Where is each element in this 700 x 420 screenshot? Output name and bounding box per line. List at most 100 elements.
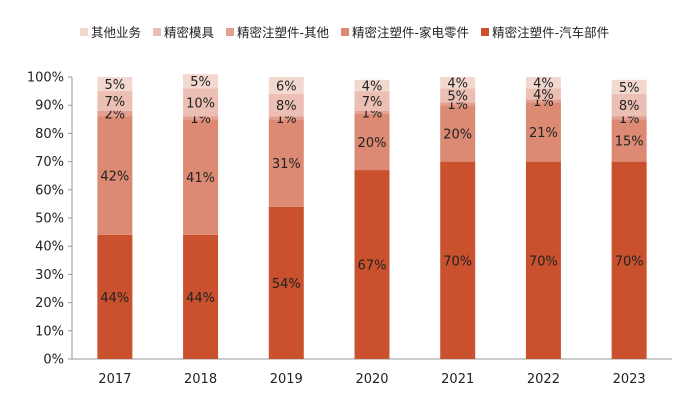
x-tick-label: 2020	[355, 372, 388, 387]
data-label: 10%	[186, 96, 215, 111]
bar-segment	[97, 91, 133, 111]
data-label: 67%	[358, 259, 387, 274]
legend-swatch	[481, 27, 490, 36]
data-label: 44%	[100, 291, 129, 306]
data-label: 31%	[272, 157, 301, 172]
data-label: 70%	[443, 254, 472, 269]
bar-segment	[440, 88, 476, 103]
bar-segment	[354, 79, 390, 92]
y-tick-label: 80%	[35, 127, 64, 142]
bar-segment	[268, 116, 304, 120]
data-label: 5%	[447, 89, 468, 104]
data-label: 20%	[443, 127, 472, 142]
bar-segment	[183, 116, 219, 120]
data-label: 8%	[276, 99, 297, 114]
legend-item-injection-other: 精密注塑件-其他	[226, 22, 329, 41]
legend-item-injection-appliance: 精密注塑件-家电零件	[341, 22, 469, 41]
x-tick-label: 2019	[270, 372, 303, 387]
y-tick-label: 70%	[35, 155, 64, 170]
data-label: 42%	[100, 170, 129, 185]
bar-segment	[268, 119, 304, 207]
x-tick-label: 2022	[527, 372, 560, 387]
data-label: 5%	[619, 81, 640, 96]
data-label: 7%	[362, 95, 383, 110]
legend-swatch	[80, 27, 88, 36]
legend-item-precision-mold: 精密模具	[153, 22, 214, 41]
data-label: 6%	[276, 79, 297, 94]
bar-segment	[440, 161, 476, 359]
y-tick-label: 90%	[35, 99, 64, 114]
y-tick-label: 100%	[27, 71, 64, 86]
bar-segment	[354, 110, 390, 114]
legend-label: 精密注塑件-家电零件	[352, 25, 470, 40]
y-tick-label: 30%	[35, 268, 64, 283]
data-label: 4%	[533, 88, 554, 103]
bar-segment	[183, 74, 219, 89]
bar-segment	[525, 161, 561, 359]
bar-segment	[354, 170, 390, 359]
y-tick-label: 20%	[35, 296, 64, 311]
data-label: 54%	[272, 277, 301, 292]
bar-segment	[183, 88, 219, 117]
data-label: 44%	[186, 291, 215, 306]
legend-item-injection-auto: 精密注塑件-汽车部件	[481, 22, 609, 41]
legend-swatch	[226, 27, 235, 36]
x-tick-label: 2021	[441, 372, 474, 387]
bar-segment	[183, 119, 219, 235]
data-label: 8%	[619, 99, 640, 114]
legend-swatch	[153, 27, 162, 36]
legend-label: 精密注塑件-汽车部件	[492, 25, 610, 40]
data-label: 4%	[447, 77, 468, 92]
bar-segment	[611, 79, 647, 94]
data-label: 70%	[615, 254, 644, 269]
bar-segment	[525, 102, 561, 162]
bar-segment	[611, 116, 647, 120]
data-label: 70%	[529, 254, 558, 269]
data-label: 2%	[105, 108, 126, 123]
data-label: 41%	[186, 171, 215, 186]
y-tick-label: 10%	[35, 324, 64, 339]
bar-segment	[611, 119, 647, 162]
data-label: 5%	[105, 78, 126, 93]
x-tick-label: 2023	[613, 372, 646, 387]
data-label: 4%	[533, 77, 554, 92]
legend-label: 其他业务	[91, 25, 142, 40]
bar-segment	[440, 102, 476, 106]
y-tick-label: 40%	[35, 240, 64, 255]
bar-segment	[611, 93, 647, 117]
bar-segment	[97, 110, 133, 117]
bar-segment	[354, 113, 390, 171]
x-tick-label: 2018	[184, 372, 217, 387]
bar-segment	[525, 77, 561, 89]
bar-segment	[268, 77, 304, 94]
bar-segment	[97, 116, 133, 235]
bar-segment	[268, 206, 304, 359]
x-tick-label: 2017	[98, 372, 131, 387]
y-tick-label: 60%	[35, 183, 64, 198]
bar-segment	[440, 77, 476, 89]
bar-segment	[525, 99, 561, 103]
y-tick-label: 0%	[43, 353, 64, 368]
data-label: 15%	[615, 134, 644, 149]
bar-segment	[611, 161, 647, 359]
bar-segment	[440, 105, 476, 162]
bar-segment	[525, 88, 561, 100]
legend-label: 精密模具	[164, 25, 215, 40]
legend-swatch	[341, 27, 350, 36]
legend-item-other-business: 其他业务	[80, 22, 141, 41]
data-label: 20%	[358, 136, 387, 151]
legend-label: 精密注塑件-其他	[237, 25, 330, 40]
bar-segment	[354, 91, 390, 111]
data-label: 5%	[190, 75, 211, 90]
data-label: 4%	[362, 79, 383, 94]
bar-segment	[183, 234, 219, 359]
legend: 其他业务 精密模具 精密注塑件-其他 精密注塑件-家电零件 精密注塑件-汽车部件	[80, 22, 609, 41]
bar-segment	[268, 93, 304, 117]
y-tick-label: 50%	[35, 212, 64, 227]
bar-segment	[97, 234, 133, 359]
data-label: 21%	[529, 126, 558, 141]
data-label: 7%	[105, 95, 126, 110]
bar-segment	[97, 77, 133, 92]
